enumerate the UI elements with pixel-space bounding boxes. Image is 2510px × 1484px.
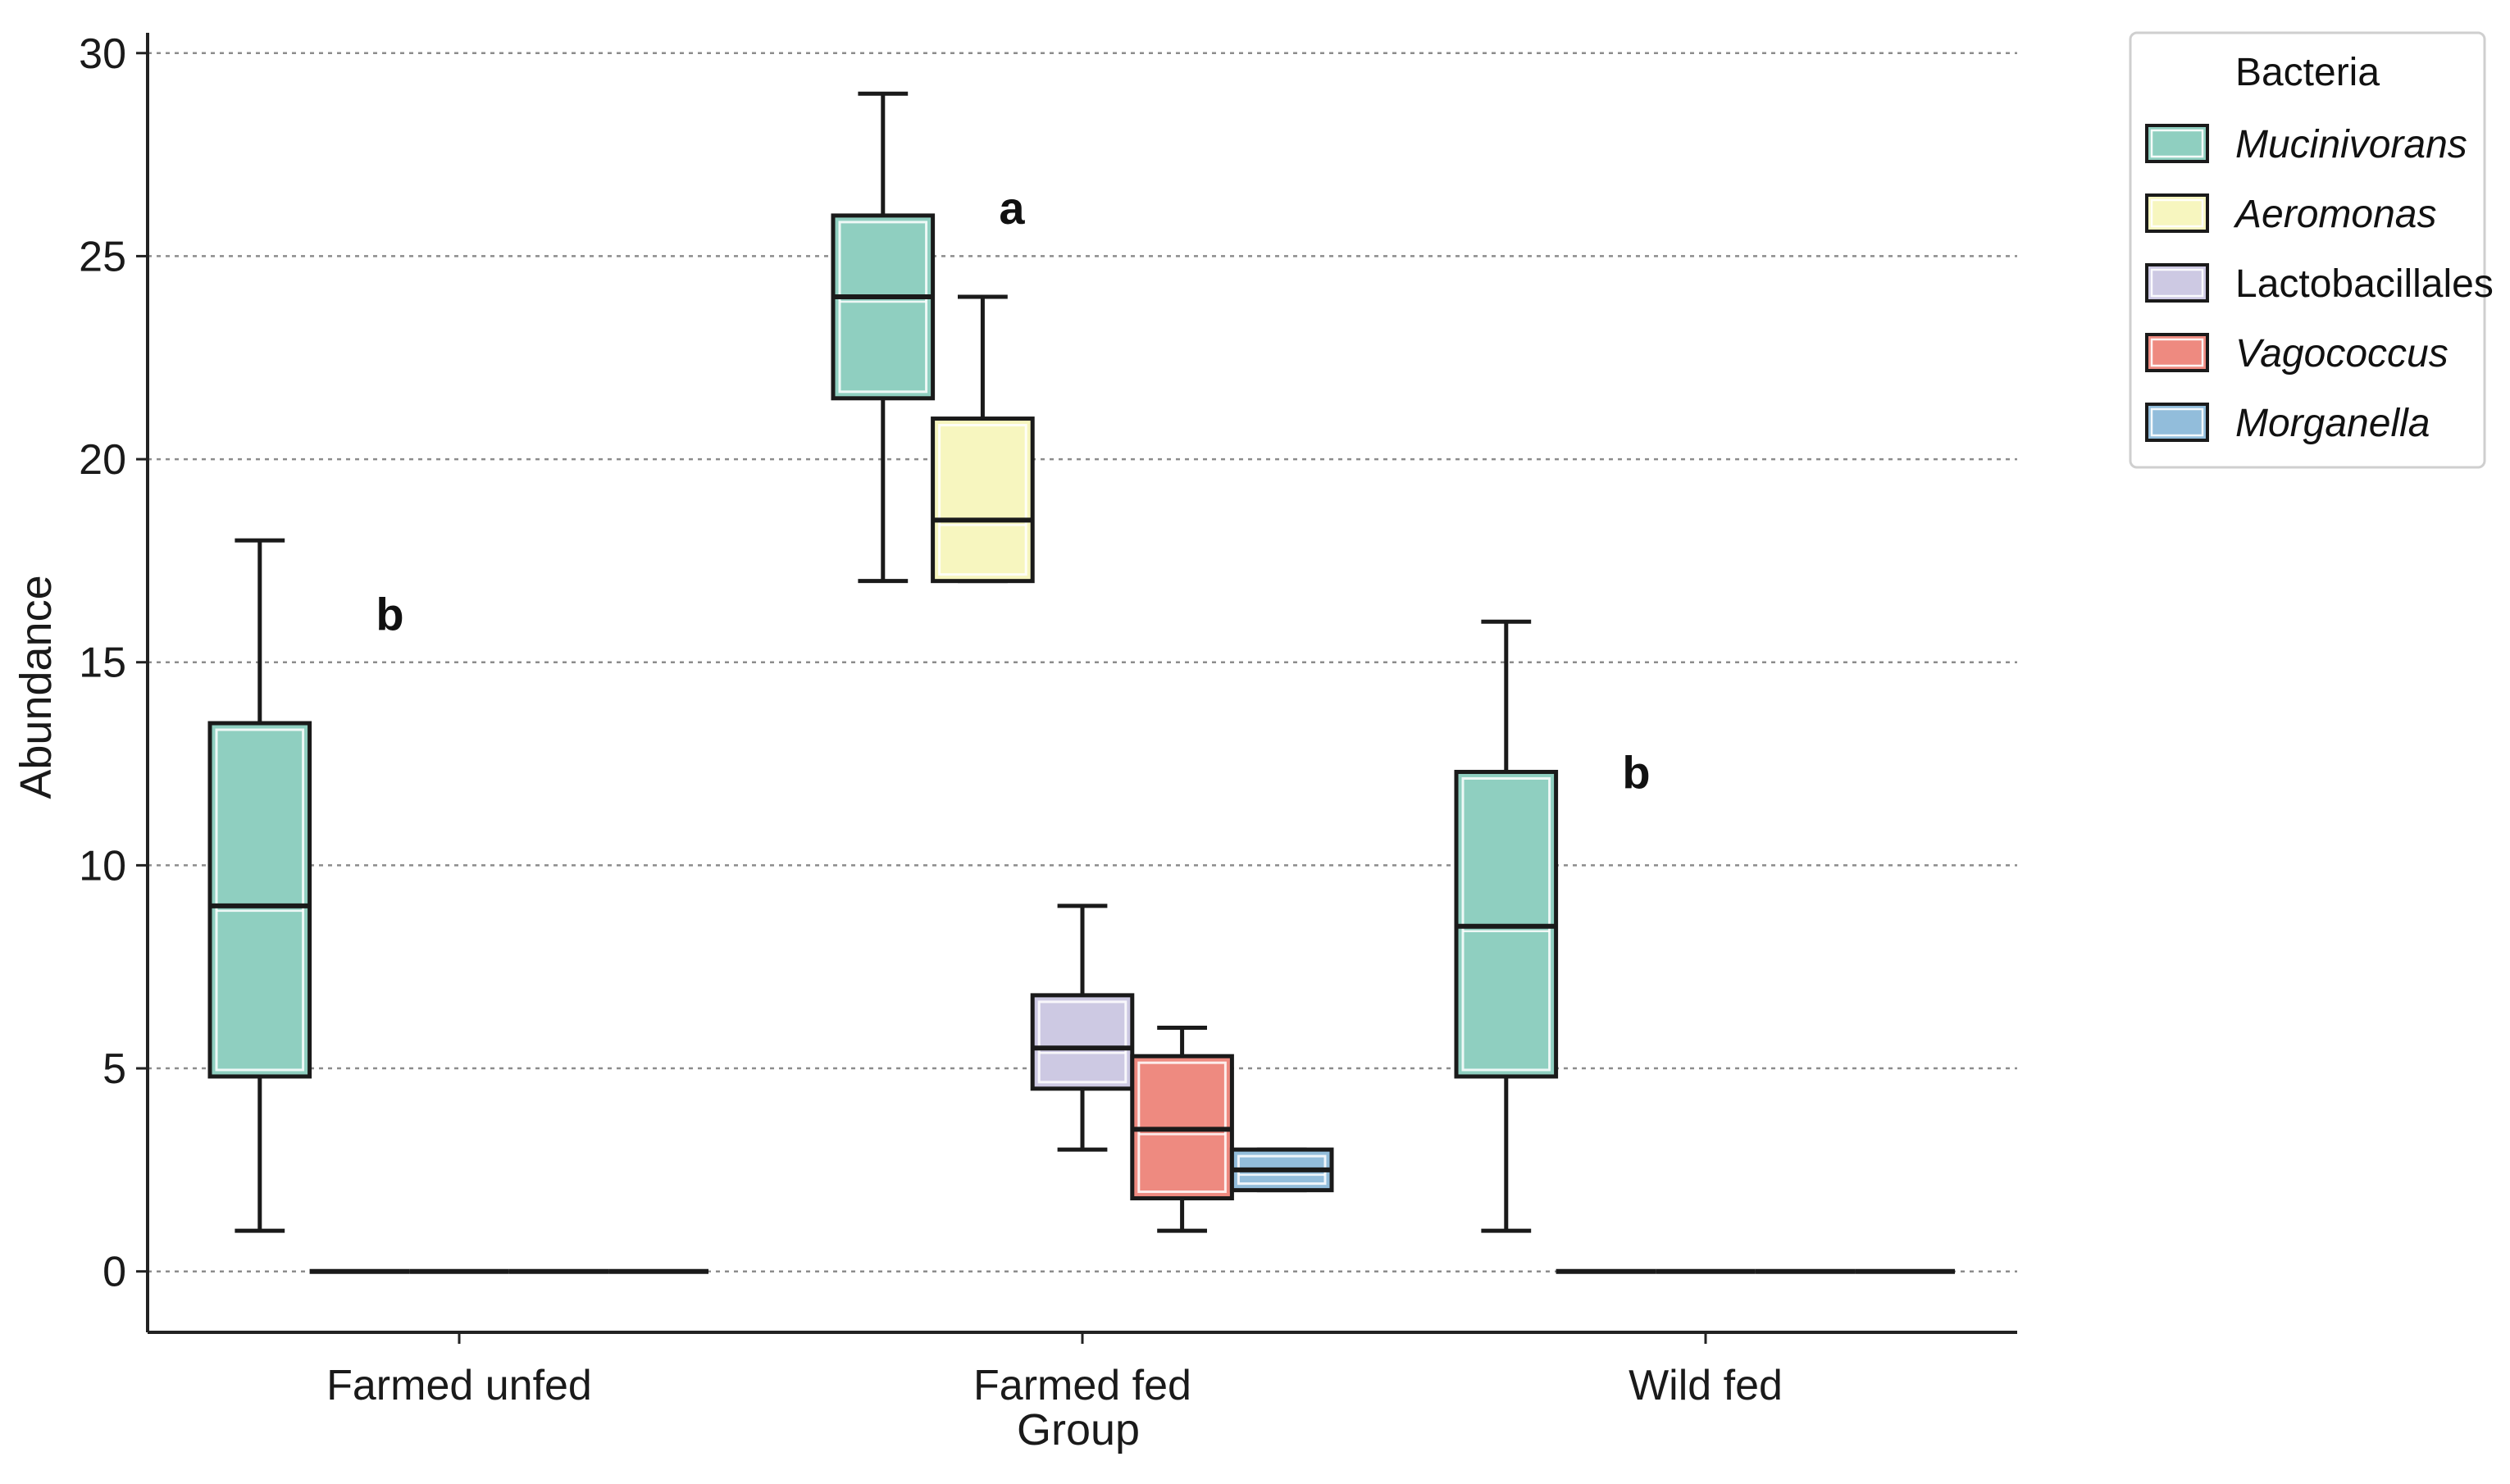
significance-letter-1: a [999, 182, 1025, 234]
legend-label: Aeromonas [2233, 193, 2436, 236]
axes: 0 5 10 15 20 25 30 Farmed unfed Farmed fed Wild f… [79, 30, 2017, 1409]
legend-swatch [2145, 403, 2209, 442]
x-axis-label: Group [1017, 1405, 1140, 1454]
legend-swatch-highlight [2150, 407, 2204, 437]
legend-swatch-highlight [2150, 198, 2204, 228]
y-axis-label: Abundance [11, 575, 61, 799]
legend-swatch [2145, 333, 2209, 372]
box-iqr [931, 417, 1035, 584]
legend-item-morganella: Morganella [2145, 402, 2430, 445]
y-tick-label-15: 15 [79, 640, 126, 687]
box-inner-highlight [838, 221, 928, 394]
legend-swatch-highlight [2150, 338, 2204, 367]
y-tick-label-25: 25 [79, 233, 126, 280]
legend-item-aeromonas: Aeromonas [2145, 193, 2436, 236]
y-tick-label-0: 0 [102, 1249, 126, 1296]
legend-item-mucinivorans: Mucinivorans [2145, 123, 2467, 166]
box-mucinivorans-1 [831, 91, 936, 584]
box-mucinivorans-0 [207, 538, 312, 1233]
legend-item-lactobacillales: Lactobacillales [2145, 262, 2494, 306]
y-tick-label-10: 10 [79, 842, 126, 890]
x-tick-label-2: Wild fed [1629, 1362, 1783, 1409]
legend-label: Vagococcus [2235, 332, 2449, 376]
legend-title: Bacteria [2235, 51, 2380, 94]
legend-frame [2129, 31, 2486, 469]
box-inner-highlight [215, 728, 305, 1072]
box-morganella-1 [1229, 1147, 1334, 1193]
significance-letter-0: b [376, 588, 403, 640]
significance-annotations: b a b [376, 182, 1650, 798]
box-iqr [207, 721, 312, 1079]
legend-swatch-highlight [2150, 268, 2204, 298]
box-vagococcus-1 [1130, 1026, 1234, 1233]
box-mucinivorans-2 [1454, 619, 1559, 1233]
box-plot-boxes [207, 91, 1955, 1274]
legend-swatch [2145, 124, 2209, 163]
legend-swatch [2145, 263, 2209, 303]
legend: Bacteria Mucinivorans Aeromonas Lactobacil… [2129, 31, 2494, 469]
legend-label: Morganella [2235, 402, 2430, 445]
x-tick-label-0: Farmed unfed [326, 1362, 592, 1409]
box-iqr [831, 213, 936, 401]
box-inner-highlight [1037, 1000, 1127, 1084]
box-inner-highlight [938, 424, 1027, 576]
box-lactobacillales-1 [1030, 904, 1135, 1152]
y-tick-label-30: 30 [79, 30, 126, 78]
significance-letter-2: b [1622, 746, 1650, 798]
legend-item-vagococcus: Vagococcus [2145, 332, 2449, 376]
box-iqr [1030, 993, 1135, 1091]
legend-swatch-highlight [2150, 129, 2204, 158]
x-tick-label-1: Farmed fed [973, 1362, 1191, 1409]
legend-label: Mucinivorans [2235, 123, 2467, 166]
y-tick-label-5: 5 [102, 1045, 126, 1093]
legend-label: Lactobacillales [2235, 262, 2494, 306]
legend-swatch [2145, 193, 2209, 233]
box-aeromonas-1 [931, 294, 1035, 584]
y-tick-label-20: 20 [79, 436, 126, 484]
